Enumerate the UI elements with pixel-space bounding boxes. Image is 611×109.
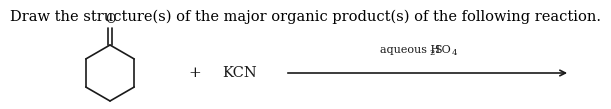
Text: KCN: KCN — [222, 66, 257, 80]
Text: aqueous H: aqueous H — [380, 45, 441, 55]
Text: SO: SO — [434, 45, 451, 55]
Text: Draw the structure(s) of the major organic product(s) of the following reaction.: Draw the structure(s) of the major organ… — [10, 10, 601, 24]
Text: 2: 2 — [429, 49, 434, 57]
Text: 4: 4 — [452, 49, 458, 57]
Text: O: O — [105, 13, 115, 26]
Text: +: + — [189, 66, 202, 80]
